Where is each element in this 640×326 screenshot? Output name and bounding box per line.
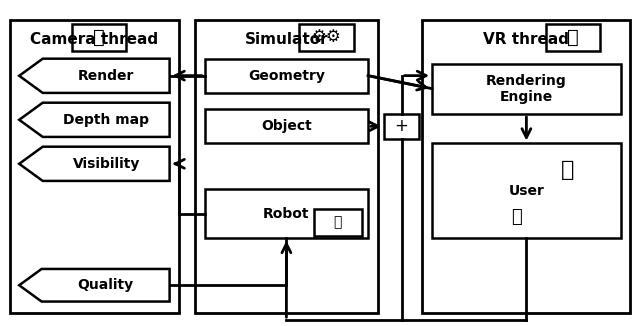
Bar xyxy=(10,20,179,313)
Text: 📷: 📷 xyxy=(333,215,342,230)
Text: Object: Object xyxy=(261,119,312,133)
Text: Camera thread: Camera thread xyxy=(30,32,159,47)
Bar xyxy=(205,109,368,143)
Text: Quality: Quality xyxy=(77,278,134,292)
Text: Geometry: Geometry xyxy=(248,69,325,83)
Text: 🎛: 🎛 xyxy=(567,28,579,47)
Bar xyxy=(314,209,362,236)
Polygon shape xyxy=(19,103,170,137)
Text: VR thread: VR thread xyxy=(483,32,570,47)
Bar xyxy=(300,23,354,51)
Text: Depth map: Depth map xyxy=(63,113,149,127)
Bar xyxy=(422,20,630,313)
Text: Robot: Robot xyxy=(263,207,310,220)
Polygon shape xyxy=(19,59,170,93)
Text: 📷: 📷 xyxy=(93,28,105,47)
Bar xyxy=(384,114,419,139)
Text: User: User xyxy=(508,184,545,198)
Bar xyxy=(545,23,600,51)
Bar xyxy=(205,59,368,93)
Bar xyxy=(72,23,127,51)
Polygon shape xyxy=(19,147,170,181)
Text: 🥽: 🥽 xyxy=(561,160,575,180)
Text: Visibility: Visibility xyxy=(72,157,140,171)
Bar xyxy=(195,20,378,313)
Text: Render: Render xyxy=(78,69,134,83)
Text: Simulator: Simulator xyxy=(244,32,328,47)
Text: 🔭: 🔭 xyxy=(511,208,522,226)
Bar xyxy=(432,64,621,114)
Bar xyxy=(432,143,621,238)
Polygon shape xyxy=(19,269,170,302)
Text: Rendering
Engine: Rendering Engine xyxy=(486,74,567,104)
Text: +: + xyxy=(395,117,408,135)
Bar xyxy=(205,189,368,238)
Text: ⚙⚙: ⚙⚙ xyxy=(312,28,341,47)
